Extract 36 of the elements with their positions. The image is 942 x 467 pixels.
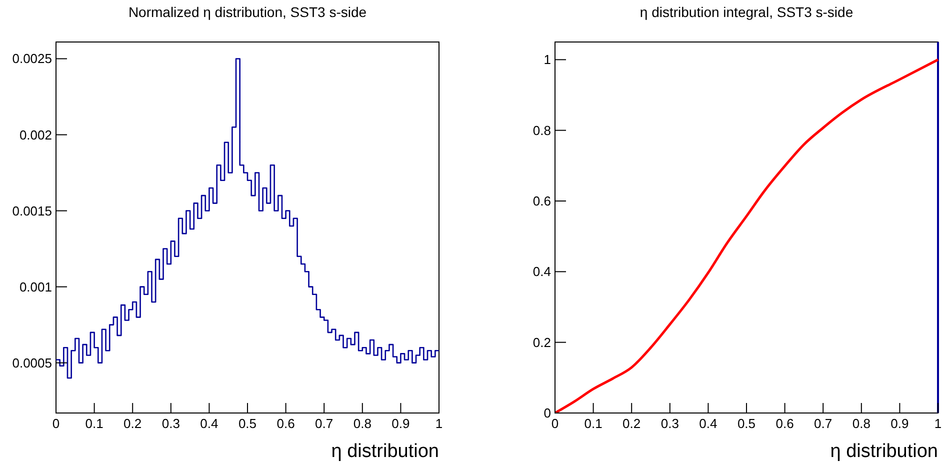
x-tick-label: 0.9	[890, 416, 909, 431]
x-tick-label: 0.3	[660, 416, 679, 431]
y-tick-label: 0.4	[532, 264, 551, 280]
y-tick-label: 0.0005	[12, 355, 52, 370]
y-tick-label: 1	[544, 52, 551, 68]
x-tick-label: 0.5	[238, 416, 257, 431]
x-tick-label: 0.6	[276, 416, 295, 431]
x-tick-label: 0.5	[737, 416, 756, 431]
x-tick-label: 0.1	[85, 416, 104, 431]
y-tick-label: 0	[544, 406, 551, 420]
x-tick-label: 0.8	[852, 416, 870, 431]
y-tick-label: 0.2	[532, 334, 551, 350]
y-tick-label: 0.002	[19, 127, 52, 142]
line-series	[554, 58, 940, 413]
x-tick-label: 0.7	[814, 416, 832, 431]
x-tick-label: 0.6	[776, 416, 794, 431]
y-tick-label: 0.0015	[12, 203, 52, 218]
x-axis-title: η distribution	[331, 441, 439, 462]
y-tick-label: 0.001	[19, 279, 52, 294]
x-tick-label: 0.4	[699, 416, 718, 431]
x-tick-label: 0.2	[124, 416, 142, 431]
x-tick-label: 0.4	[200, 416, 218, 431]
x-tick-label: 1	[435, 416, 443, 431]
y-tick-label: 0.6	[532, 194, 551, 208]
y-tick-label: 0.8	[532, 122, 551, 138]
x-axis-title: η distribution	[830, 441, 938, 462]
x-tick-label: 0.1	[584, 416, 602, 431]
y-tick-label: 0.0025	[12, 51, 52, 66]
x-tick-label: 0.2	[622, 416, 641, 431]
x-tick-label: 0.9	[392, 416, 410, 431]
x-tick-label: 1	[934, 416, 942, 431]
x-tick-label: 0.8	[353, 416, 372, 431]
chart-title: Normalized η distribution, SST3 s-side	[128, 4, 367, 20]
x-tick-label: 0.3	[162, 416, 180, 431]
x-tick-label: 0.7	[315, 416, 334, 431]
chart-title: η distribution integral, SST3 s-side	[640, 4, 854, 20]
